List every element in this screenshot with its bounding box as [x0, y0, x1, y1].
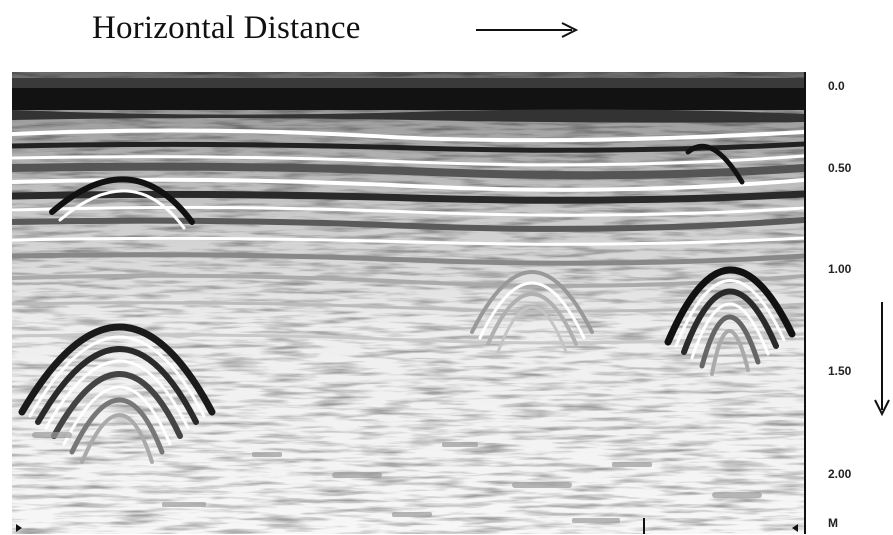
depth-unit-label: M	[828, 516, 838, 530]
depth-tick-0-0: 0.0	[828, 79, 845, 93]
gpr-radargram	[12, 72, 804, 534]
depth-tick-1-50: 1.50	[828, 364, 852, 378]
arrow-down-icon	[874, 302, 890, 416]
arrow-right-icon	[476, 22, 579, 38]
depth-tick-0-50: 0.50	[828, 161, 852, 175]
depth-tick-2-00: 2.00	[828, 467, 852, 481]
horizontal-distance-title: Horizontal Distance	[92, 10, 361, 46]
depth-scale-axis	[804, 72, 806, 534]
depth-tick-1-00: 1.00	[828, 262, 852, 276]
